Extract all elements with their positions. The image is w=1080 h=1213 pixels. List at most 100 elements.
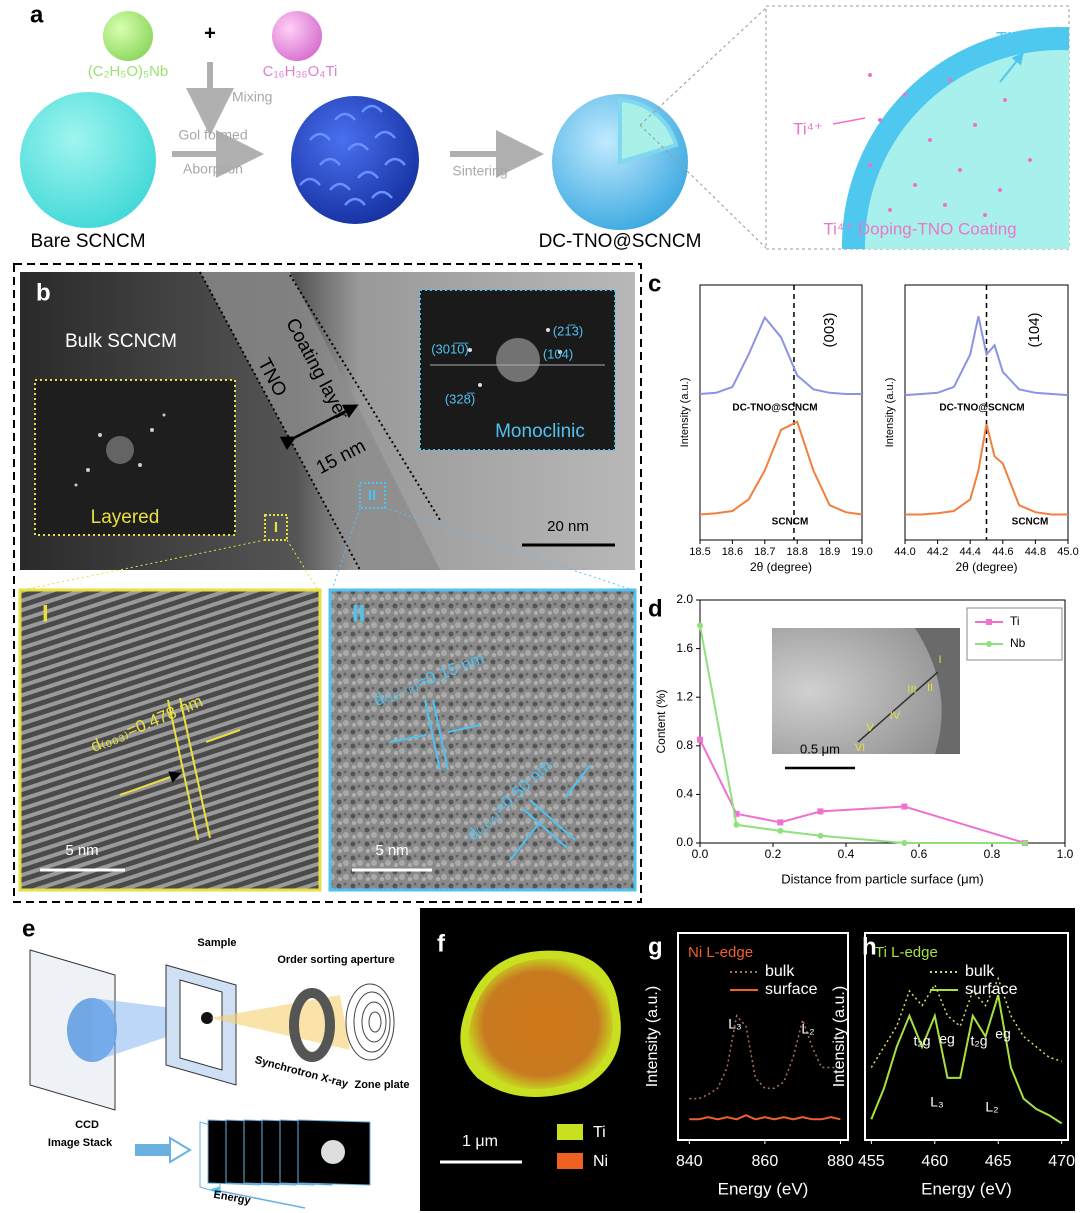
legend-label: Ti xyxy=(593,1124,606,1141)
sphere-label: Bare SCNCM xyxy=(30,231,145,252)
annotation: (003) xyxy=(821,312,838,347)
y-tick-label: 0.8 xyxy=(676,738,693,752)
point xyxy=(1021,840,1028,846)
schematic-label: Zone plate xyxy=(354,1079,409,1091)
y-tick-label: 1.6 xyxy=(676,641,693,655)
x-tick-label: 880 xyxy=(827,1153,854,1170)
legend-marker xyxy=(986,619,992,625)
coating-label: Ti⁴⁺ Doping-TNO Coating xyxy=(823,219,1016,238)
fft-spots xyxy=(74,413,166,487)
x-tick-label: 0.0 xyxy=(692,847,709,861)
x-tick-label: 44.2 xyxy=(927,546,948,558)
schematic-label: CCD xyxy=(75,1119,99,1131)
plot-frame xyxy=(699,599,1066,844)
x-tick-label: 18.6 xyxy=(722,546,743,558)
panel-frame xyxy=(13,263,642,903)
fringe-lines xyxy=(167,697,211,841)
particle-map xyxy=(460,950,621,1097)
inset-label: Layered xyxy=(91,507,160,528)
region-mark: II xyxy=(368,487,376,504)
sphere-label: DC-TNO@SCNCM xyxy=(539,231,702,252)
y-tick-label: 1.2 xyxy=(676,689,693,703)
y-axis-label: Intensity (a.u.) xyxy=(884,378,896,448)
scale-label: 5 nm xyxy=(65,842,98,859)
plot-frame xyxy=(864,932,1069,1141)
fft-index: (328̅) xyxy=(445,391,475,406)
thickness-arrow xyxy=(279,404,359,451)
point xyxy=(733,821,740,828)
panel-label: b xyxy=(36,279,51,306)
annotation: t₂g xyxy=(970,1033,987,1049)
series-line xyxy=(870,994,1063,1125)
x-tick-label: 18.7 xyxy=(754,546,775,558)
arrow xyxy=(832,117,866,125)
arrow xyxy=(119,771,182,796)
fft-index: (104) xyxy=(543,346,573,361)
y-axis-label: Intensity (a.u.) xyxy=(644,986,661,1087)
panel-label: e xyxy=(22,915,35,942)
x-axis-label: 2θ (degree) xyxy=(955,560,1017,574)
annotation: L₃ xyxy=(728,1016,742,1032)
tno-label: TNO xyxy=(996,29,1034,49)
nb-precursor-sphere xyxy=(103,11,153,61)
point xyxy=(697,622,703,629)
x-tick-label: 45.0 xyxy=(1057,546,1078,558)
legend-label: Ni xyxy=(593,1153,608,1170)
legend-swatch xyxy=(557,1153,583,1169)
x-tick-label: 18.8 xyxy=(786,546,807,558)
series-line xyxy=(904,316,1069,397)
scale-label: 0.5 μm xyxy=(800,741,840,756)
zoom-lines xyxy=(21,539,319,591)
ion-label: Ti⁴⁺ xyxy=(793,119,823,138)
legend-label: Nb xyxy=(1010,636,1026,650)
x-tick-label: 44.4 xyxy=(959,546,980,558)
plot-frame xyxy=(677,932,849,1141)
scan-point-label: VI xyxy=(855,742,865,754)
line-scan xyxy=(857,671,939,743)
annotation: L₂ xyxy=(801,1021,814,1037)
scan-point-label: IV xyxy=(890,710,901,722)
fringe-lines xyxy=(521,799,576,849)
region-box xyxy=(359,482,386,509)
x-tick-label: 44.6 xyxy=(992,546,1013,558)
panel-label: f xyxy=(437,930,446,957)
ti-precursor-sphere xyxy=(272,11,322,61)
y-tick-label: 0.0 xyxy=(676,835,693,849)
point xyxy=(901,840,908,846)
bare-sphere xyxy=(20,92,156,228)
legend-label: bulk xyxy=(765,963,795,980)
x-tick-label: 470 xyxy=(1048,1153,1075,1170)
x-axis-label: Energy (eV) xyxy=(921,1179,1012,1198)
x-tick-label: 465 xyxy=(985,1153,1012,1170)
arrow xyxy=(447,724,481,733)
legend-label: bulk xyxy=(965,963,995,980)
annotation: t₂g xyxy=(913,1033,930,1049)
scale-label: 1 μm xyxy=(462,1133,498,1150)
annotation: eg xyxy=(995,1026,1011,1042)
arrow xyxy=(205,729,241,743)
curve-label: SCNCM xyxy=(1012,517,1049,528)
chart-title: Ni L-edge xyxy=(688,944,753,961)
point xyxy=(817,832,824,839)
coating-illustration xyxy=(842,27,1069,249)
fft-inset xyxy=(419,289,616,451)
region-label: I xyxy=(42,600,49,627)
curve-label: DC-TNO@SCNCM xyxy=(732,403,817,414)
point xyxy=(777,827,784,834)
precursor-label: (C₂H₅O)₅Nb xyxy=(88,63,168,80)
x-tick-label: 1.0 xyxy=(1057,847,1074,861)
x-tick-label: 0.2 xyxy=(765,847,782,861)
annotation: eg xyxy=(939,1031,955,1047)
x-axis-label: Energy (eV) xyxy=(718,1179,809,1198)
annotation: (104) xyxy=(1026,312,1043,347)
y-axis-label: Content (%) xyxy=(654,689,668,753)
x-tick-label: 860 xyxy=(752,1153,779,1170)
region-label: II xyxy=(352,600,365,627)
scan-point-label: I xyxy=(938,654,941,666)
legend-label: surface xyxy=(965,981,1018,998)
point xyxy=(733,810,740,817)
particle-edge xyxy=(915,628,960,754)
dc-sphere xyxy=(552,94,688,230)
x-tick-label: 18.5 xyxy=(689,546,710,558)
fringe-lines xyxy=(424,699,449,771)
